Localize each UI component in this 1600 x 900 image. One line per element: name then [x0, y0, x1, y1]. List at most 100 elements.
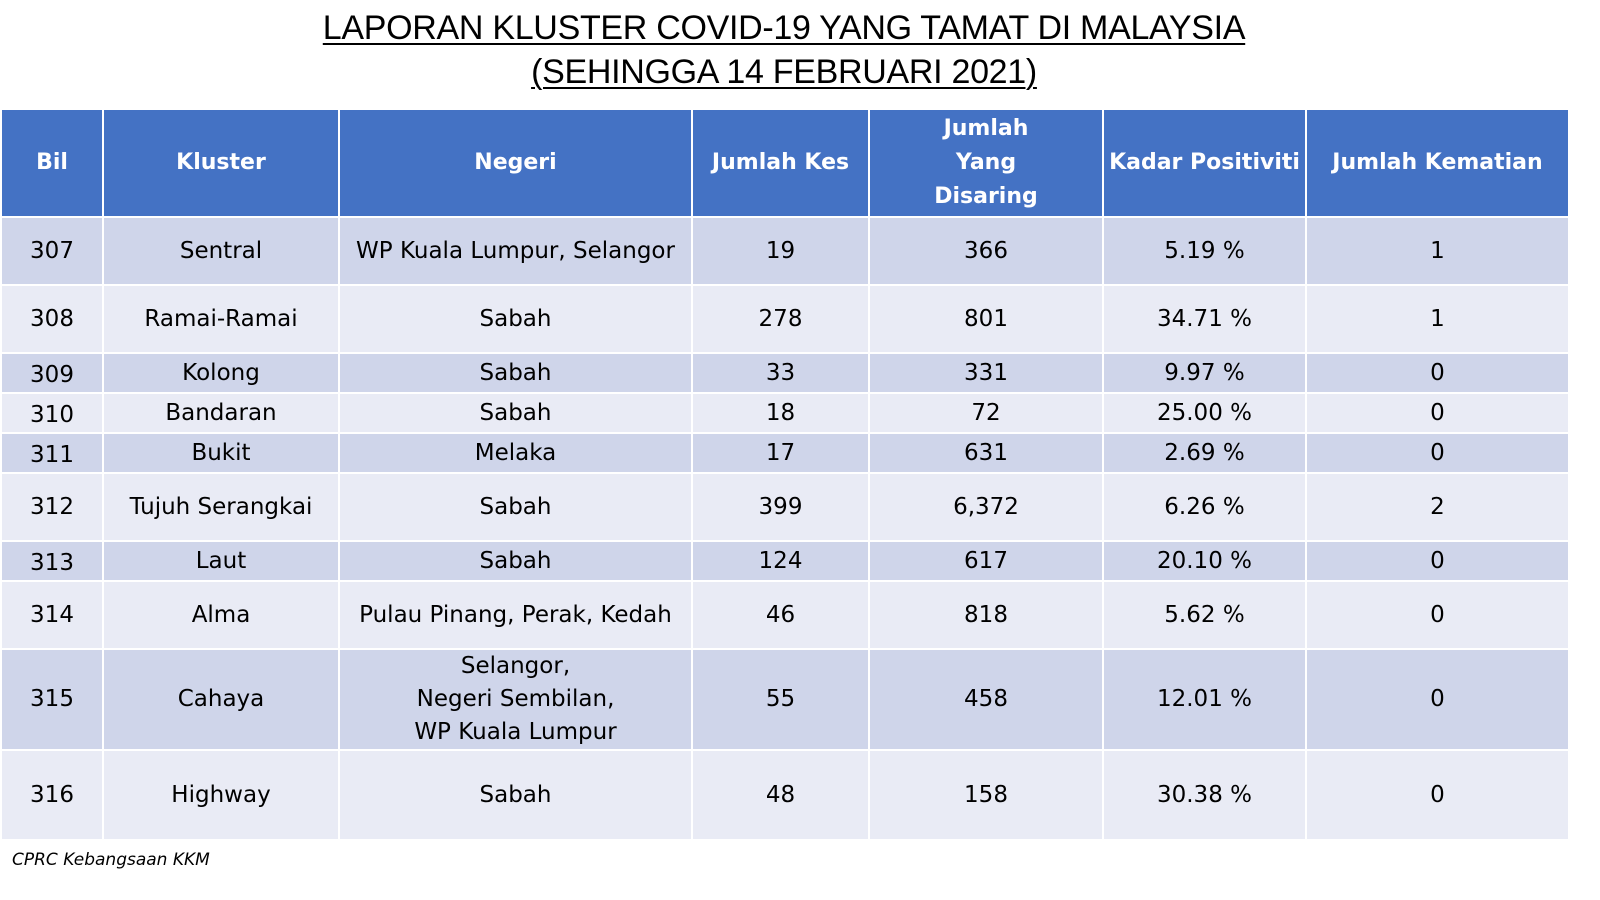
cell-kadar-positiviti: 12.01 %: [1102, 648, 1307, 751]
cell-bil: 309: [0, 352, 104, 394]
negeri-line: WP Kuala Lumpur: [414, 719, 617, 745]
negeri-line: Pulau Pinang, Perak, Kedah: [359, 601, 672, 628]
cell-kadar-positiviti: 9.97 %: [1102, 352, 1307, 394]
cell-jumlah-disaring: 366: [868, 216, 1104, 286]
cell-kadar-positiviti: 6.26 %: [1102, 472, 1307, 542]
cell-bil: 314: [0, 580, 104, 650]
cell-jumlah-disaring: 617: [868, 540, 1104, 582]
cell-negeri: Sabah: [338, 352, 693, 394]
cell-bil: 307: [0, 216, 104, 286]
cell-kluster: Bukit: [102, 432, 340, 474]
cell-jumlah-kematian: 0: [1305, 432, 1570, 474]
cell-kadar-positiviti: 5.62 %: [1102, 580, 1307, 650]
cell-jumlah-kematian: 2: [1305, 472, 1570, 542]
cell-kluster: Cahaya: [102, 648, 340, 751]
cell-jumlah-disaring: 631: [868, 432, 1104, 474]
table-row: 313 Laut Sabah 124 617 20.10 % 0: [0, 540, 1570, 582]
cell-jumlah-disaring: 818: [868, 580, 1104, 650]
negeri-line: Sabah: [479, 399, 552, 426]
cell-bil: 316: [0, 749, 104, 841]
table-header-row: Bil Kluster Negeri Jumlah Kes Jumlah Yan…: [0, 108, 1570, 218]
cell-jumlah-kes: 278: [691, 284, 870, 354]
cell-kluster: Bandaran: [102, 392, 340, 434]
cell-jumlah-disaring: 458: [868, 648, 1104, 751]
cell-jumlah-disaring: 72: [868, 392, 1104, 434]
cell-jumlah-kematian: 1: [1305, 216, 1570, 286]
cell-negeri: Pulau Pinang, Perak, Kedah: [338, 580, 693, 650]
cell-jumlah-disaring: 6,372: [868, 472, 1104, 542]
negeri-line: Sabah: [479, 493, 552, 520]
cell-kadar-positiviti: 30.38 %: [1102, 749, 1307, 841]
cell-kluster: Ramai-Ramai: [102, 284, 340, 354]
cell-jumlah-kematian: 1: [1305, 284, 1570, 354]
cell-kluster: Laut: [102, 540, 340, 582]
cell-bil: 311: [0, 432, 104, 474]
cell-jumlah-kes: 46: [691, 580, 870, 650]
cell-jumlah-disaring: 158: [868, 749, 1104, 841]
title-line-1: LAPORAN KLUSTER COVID-19 YANG TAMAT DI M…: [322, 9, 1246, 47]
cell-jumlah-kematian: 0: [1305, 352, 1570, 394]
cell-kadar-positiviti: 25.00 %: [1102, 392, 1307, 434]
negeri-line: Sabah: [479, 547, 552, 574]
negeri-line: Sabah: [479, 359, 552, 386]
cell-kadar-positiviti: 20.10 %: [1102, 540, 1307, 582]
cell-negeri: Melaka: [338, 432, 693, 474]
cell-negeri: Sabah: [338, 472, 693, 542]
cell-bil: 308: [0, 284, 104, 354]
title-line-2: (SEHINGGA 14 FEBRUARI 2021): [531, 53, 1037, 91]
cell-kluster: Sentral: [102, 216, 340, 286]
table-row: 315 Cahaya Selangor, Negeri Sembilan, WP Kua…: [0, 648, 1570, 751]
cell-jumlah-disaring: 801: [868, 284, 1104, 354]
cell-kadar-positiviti: 5.19 %: [1102, 216, 1307, 286]
negeri-line: Sabah: [479, 305, 552, 332]
header-kluster: Kluster: [102, 108, 340, 218]
cell-jumlah-disaring: 331: [868, 352, 1104, 394]
cell-jumlah-kes: 17: [691, 432, 870, 474]
cell-negeri: Sabah: [338, 749, 693, 841]
header-jumlah-kematian: Jumlah Kematian: [1305, 108, 1570, 218]
table-row: 310 Bandaran Sabah 18 72 25.00 % 0: [0, 392, 1570, 434]
table-row: 312 Tujuh Serangkai Sabah 399 6,372 6.26 % 2: [0, 472, 1570, 542]
cell-jumlah-kes: 18: [691, 392, 870, 434]
cell-jumlah-kematian: 0: [1305, 648, 1570, 751]
cell-bil: 315: [0, 648, 104, 751]
cell-jumlah-kematian: 0: [1305, 580, 1570, 650]
cell-kluster: Highway: [102, 749, 340, 841]
cell-jumlah-kes: 48: [691, 749, 870, 841]
cell-jumlah-kematian: 0: [1305, 749, 1570, 841]
negeri-line: WP Kuala Lumpur, Selangor: [356, 237, 675, 264]
cluster-table: Bil Kluster Negeri Jumlah Kes Jumlah Yan…: [0, 108, 1570, 841]
cell-jumlah-kes: 33: [691, 352, 870, 394]
header-bil: Bil: [0, 108, 104, 218]
cell-bil: 312: [0, 472, 104, 542]
cell-jumlah-kes: 124: [691, 540, 870, 582]
negeri-line: Negeri Sembilan,: [416, 686, 615, 712]
table-row: 309 Kolong Sabah 33 331 9.97 % 0: [0, 352, 1570, 394]
cell-negeri: Sabah: [338, 284, 693, 354]
table-body: 307 Sentral WP Kuala Lumpur, Selangor 19 366…: [0, 216, 1570, 841]
header-jumlah-kes: Jumlah Kes: [691, 108, 870, 218]
negeri-line: Melaka: [474, 439, 557, 466]
cell-kluster: Kolong: [102, 352, 340, 394]
cell-negeri: Sabah: [338, 540, 693, 582]
negeri-line: Selangor,: [460, 653, 571, 679]
negeri-line: Sabah: [479, 781, 552, 808]
cell-negeri: WP Kuala Lumpur, Selangor: [338, 216, 693, 286]
header-kadar-positiviti: Kadar Positiviti: [1102, 108, 1307, 218]
cell-kluster: Tujuh Serangkai: [102, 472, 340, 542]
cell-kadar-positiviti: 34.71 %: [1102, 284, 1307, 354]
cell-jumlah-kes: 55: [691, 648, 870, 751]
cell-bil: 313: [0, 540, 104, 582]
table-row: 308 Ramai-Ramai Sabah 278 801 34.71 % 1: [0, 284, 1570, 354]
header-negeri: Negeri: [338, 108, 693, 218]
cell-bil: 310: [0, 392, 104, 434]
cell-jumlah-kes: 19: [691, 216, 870, 286]
table-row: 311 Bukit Melaka 17 631 2.69 % 0: [0, 432, 1570, 474]
cell-jumlah-kematian: 0: [1305, 392, 1570, 434]
cell-kluster: Alma: [102, 580, 340, 650]
cell-negeri: Selangor, Negeri Sembilan, WP Kuala Lumpur: [338, 648, 693, 751]
source-note: CPRC Kebangsaan KKM: [12, 850, 210, 870]
cell-negeri: Sabah: [338, 392, 693, 434]
report-title: LAPORAN KLUSTER COVID-19 YANG TAMAT DI M…: [0, 6, 1568, 94]
table-row: 307 Sentral WP Kuala Lumpur, Selangor 19 366…: [0, 216, 1570, 286]
